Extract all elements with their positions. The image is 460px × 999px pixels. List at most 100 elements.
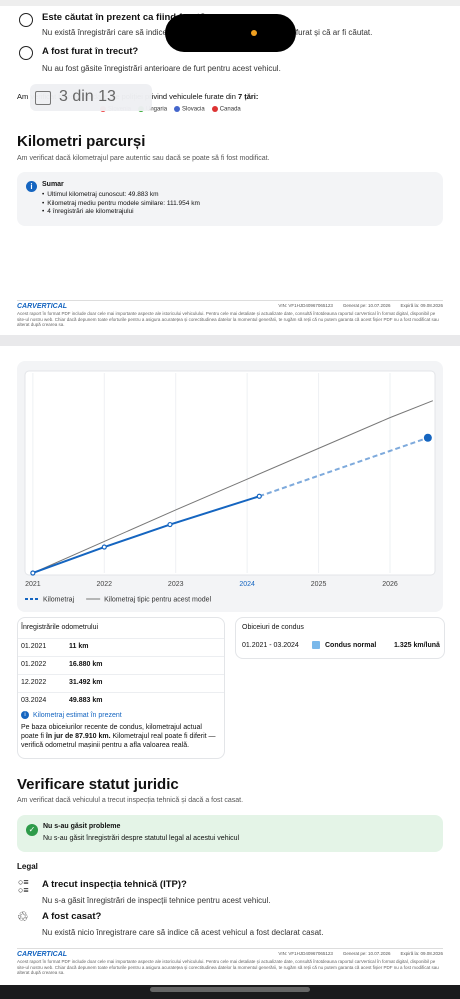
icon <box>19 46 33 60</box>
x-tick-label: 2024 <box>239 581 255 588</box>
habits-card: Obiceiuri de condus 01.2021 - 03.2024 Co… <box>235 617 445 659</box>
estimate-value: în jur de 87.910 km. <box>45 733 111 740</box>
page-gap <box>0 335 460 346</box>
point <box>167 521 173 528</box>
x-tick-label: 2023 <box>168 581 184 588</box>
x-tick-label: 2026 <box>382 581 398 588</box>
summary-title: Sumar <box>42 181 64 188</box>
habit-swatch <box>312 641 320 649</box>
disclaimer: Acest raport în format PDF include doar … <box>17 311 439 327</box>
chart: 2021 2022 2023 2024 2025 2026 Kilometraj Kilome… <box>24 370 436 604</box>
series-line <box>32 400 434 574</box>
point <box>101 544 107 550</box>
odo-value: 11 km <box>69 643 89 650</box>
meta-vin: VIN: VF1HJD40967065123 <box>278 303 333 308</box>
page-edge <box>0 0 460 6</box>
legal-text: Nu s-a găsit înregistrări de inspecții t… <box>42 896 271 905</box>
page-number: 3 din 13 <box>59 88 116 105</box>
odo-date: 01.2021 <box>21 643 47 650</box>
summary-item: • 4 înregistrări ale kilometrajului <box>42 208 200 217</box>
home-indicator <box>150 987 310 992</box>
odo-value: 16.880 km <box>69 661 103 668</box>
odo-date: 03.2024 <box>21 697 47 704</box>
estimated-line <box>258 436 429 498</box>
country: Slovacia <box>182 106 205 113</box>
country: Ungaria <box>146 106 168 113</box>
sidebar-icon <box>35 91 51 105</box>
rule <box>17 300 443 301</box>
meta-expires: Expiră la: 09.08.2026 <box>400 951 443 956</box>
legal-title: A trecut inspecția tehnică (ITP)? <box>42 879 187 890</box>
legend-label: Kilometraj <box>43 597 75 604</box>
odo-date: 12.2022 <box>21 679 47 686</box>
series-line <box>32 495 260 574</box>
habits-period: 01.2021 - 03.2024 <box>242 642 299 649</box>
legal-heading: Legal <box>17 862 38 871</box>
summary-item: • Ultimul kilometraj cunoscut: 49.883 km <box>42 191 200 200</box>
dot <box>251 30 257 36</box>
odo-value: 49.883 km <box>69 697 103 704</box>
habits-rate: 1.325 km/lună <box>394 642 440 649</box>
bullet: • <box>42 191 45 198</box>
rule <box>17 948 443 949</box>
flag <box>211 106 218 112</box>
icon: ♲ <box>17 909 29 924</box>
row-rule <box>18 674 224 675</box>
row-rule <box>18 656 224 657</box>
count: 7 țări: <box>237 92 259 101</box>
status-title: Nu s-au găsit probleme <box>43 823 121 830</box>
camera-island <box>165 14 296 52</box>
bottom-bar <box>0 985 460 999</box>
summary-item: • Kilometraj mediu pentru modele similare… <box>42 200 200 209</box>
plot-area <box>24 370 436 576</box>
meta-expires: Expiră la: 09.08.2026 <box>400 303 443 308</box>
odo-value: 31.492 km <box>69 679 103 686</box>
meta-generated: Generat pe: 10.07.2026 <box>342 951 391 956</box>
odo-date: 01.2022 <box>21 661 47 668</box>
status-text: Nu s-au găsit înregistrări despre statut… <box>43 835 240 842</box>
icon <box>19 13 33 27</box>
bullet: • <box>42 199 45 207</box>
text: Pe baza obiceiurilor recente de condus, … <box>21 724 202 740</box>
section-title: Kilometri parcurși <box>17 133 146 150</box>
section-title: Verificare statut juridic <box>17 776 179 793</box>
check-title: Este căutat în prezent ca fiind furat? <box>42 12 206 23</box>
estimate-title: Kilometraj estimat în prezent <box>33 712 122 719</box>
legal-title: A fost casat? <box>42 911 102 922</box>
point <box>30 570 36 576</box>
info-icon: i <box>21 711 29 719</box>
meta-vin: VIN: VF1HJD40967065123 <box>278 951 333 956</box>
check-text: Nu au fost găsite înregistrări anterioar… <box>42 64 281 73</box>
text: 4 înregistrări ale kilometrajului <box>47 208 134 215</box>
summary-box: i Sumar • Ultimul kilometraj cunoscut: 49… <box>17 172 443 226</box>
logo: CARVERTICAL <box>17 303 68 310</box>
check-title: A fost furat în trecut? <box>42 46 139 57</box>
logo: CARVERTICAL <box>17 951 68 958</box>
section-subtitle: Am verificat dacă vehiculul a trecut ins… <box>17 797 244 804</box>
meta-generated: Generat pe: 10.07.2026 <box>342 303 391 308</box>
check-icon: ✓ <box>26 824 38 836</box>
text: Kilometrajul real poate fi diferit — ver… <box>21 733 216 749</box>
meta: VIN: VF1HJD40967065123 Generat pe: 10.07.… <box>278 303 443 308</box>
text: Ultimul kilometraj cunoscut: 49.883 km <box>47 191 159 198</box>
x-tick-label: 2021 <box>25 581 41 588</box>
row-rule <box>18 638 224 639</box>
legal-text: Nu există nicio înregistrare care să ind… <box>42 928 324 937</box>
info-icon: i <box>26 181 37 192</box>
footer: CARVERTICAL VIN: VF1HJD40967065123 Generat… <box>17 300 443 330</box>
icon: ○≡ ○≡ <box>18 877 29 895</box>
bullet: • <box>42 208 45 215</box>
text: Kilometraj mediu pentru modele similare:… <box>47 199 200 207</box>
card-title: Înregistrările odometrului <box>21 624 99 631</box>
flag <box>174 106 181 112</box>
x-tick-label: 2025 <box>311 581 327 588</box>
summary-list: • Ultimul kilometraj cunoscut: 49.883 km •… <box>42 191 200 217</box>
estimate-text: Pe baza obiceiurilor recente de condus, … <box>21 723 217 750</box>
section-subtitle: Am verificat dacă kilometrajul pare aute… <box>17 155 270 162</box>
country: Canada <box>219 106 241 113</box>
legend-label: Kilometraj tipic pentru acest model <box>104 597 211 604</box>
odometer-card: Înregistrările odometrului 01.2021 11 km 0… <box>17 617 225 759</box>
meta: VIN: VF1HJD40967065123 Generat pe: 10.07.… <box>278 951 443 956</box>
page-indicator[interactable]: 3 din 13 <box>30 84 152 111</box>
